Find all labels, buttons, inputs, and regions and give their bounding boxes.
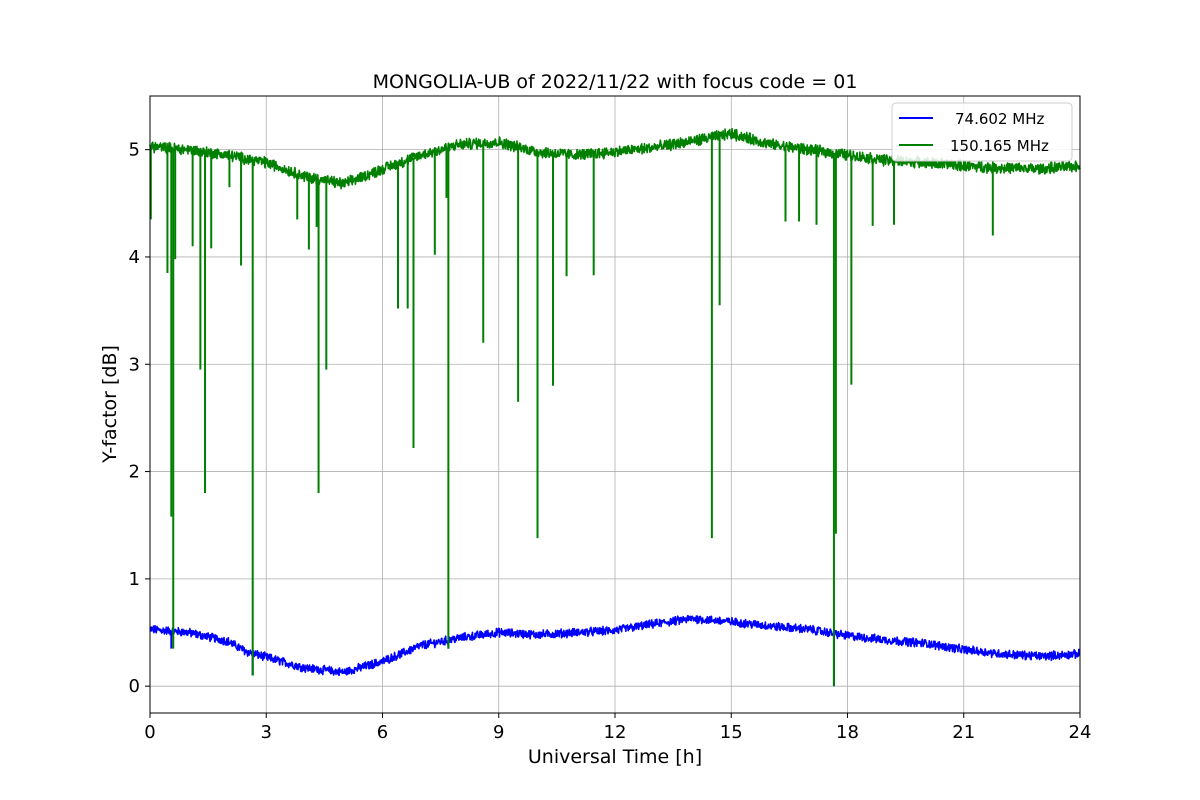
y-tick-label: 2	[129, 462, 140, 483]
series-line-0	[149, 614, 1081, 677]
x-tick-label: 0	[144, 722, 155, 743]
x-tick-label: 24	[1069, 722, 1092, 743]
y-tick-label: 3	[129, 354, 140, 375]
x-tick-label: 12	[604, 722, 627, 743]
x-tick-label: 6	[377, 722, 388, 743]
y-axis-label: Y-factor [dB]	[99, 345, 121, 464]
y-tick-label: 5	[129, 140, 140, 161]
x-tick-label: 9	[493, 722, 504, 743]
legend-label-74mhz: 74.602 MHz	[955, 110, 1044, 128]
y-tick-label: 4	[129, 247, 140, 268]
x-axis-label: Universal Time [h]	[528, 746, 702, 768]
x-tick-label: 15	[720, 722, 743, 743]
x-tick-label: 21	[952, 722, 975, 743]
grid-lines	[149, 96, 1081, 713]
legend-label-150mhz: 150.165 MHz	[950, 137, 1049, 155]
series-layer	[149, 127, 1081, 687]
legend-box	[891, 102, 1073, 162]
chart-title: MONGOLIA-UB of 2022/11/22 with focus cod…	[373, 71, 858, 93]
series-line-1	[149, 127, 1081, 190]
y-tick-label: 1	[129, 569, 140, 590]
x-tick-label: 3	[261, 722, 272, 743]
y-tick-label: 0	[129, 676, 140, 697]
legend: 74.602 MHz 150.165 MHz	[891, 102, 1073, 162]
x-tick-label: 18	[836, 722, 859, 743]
